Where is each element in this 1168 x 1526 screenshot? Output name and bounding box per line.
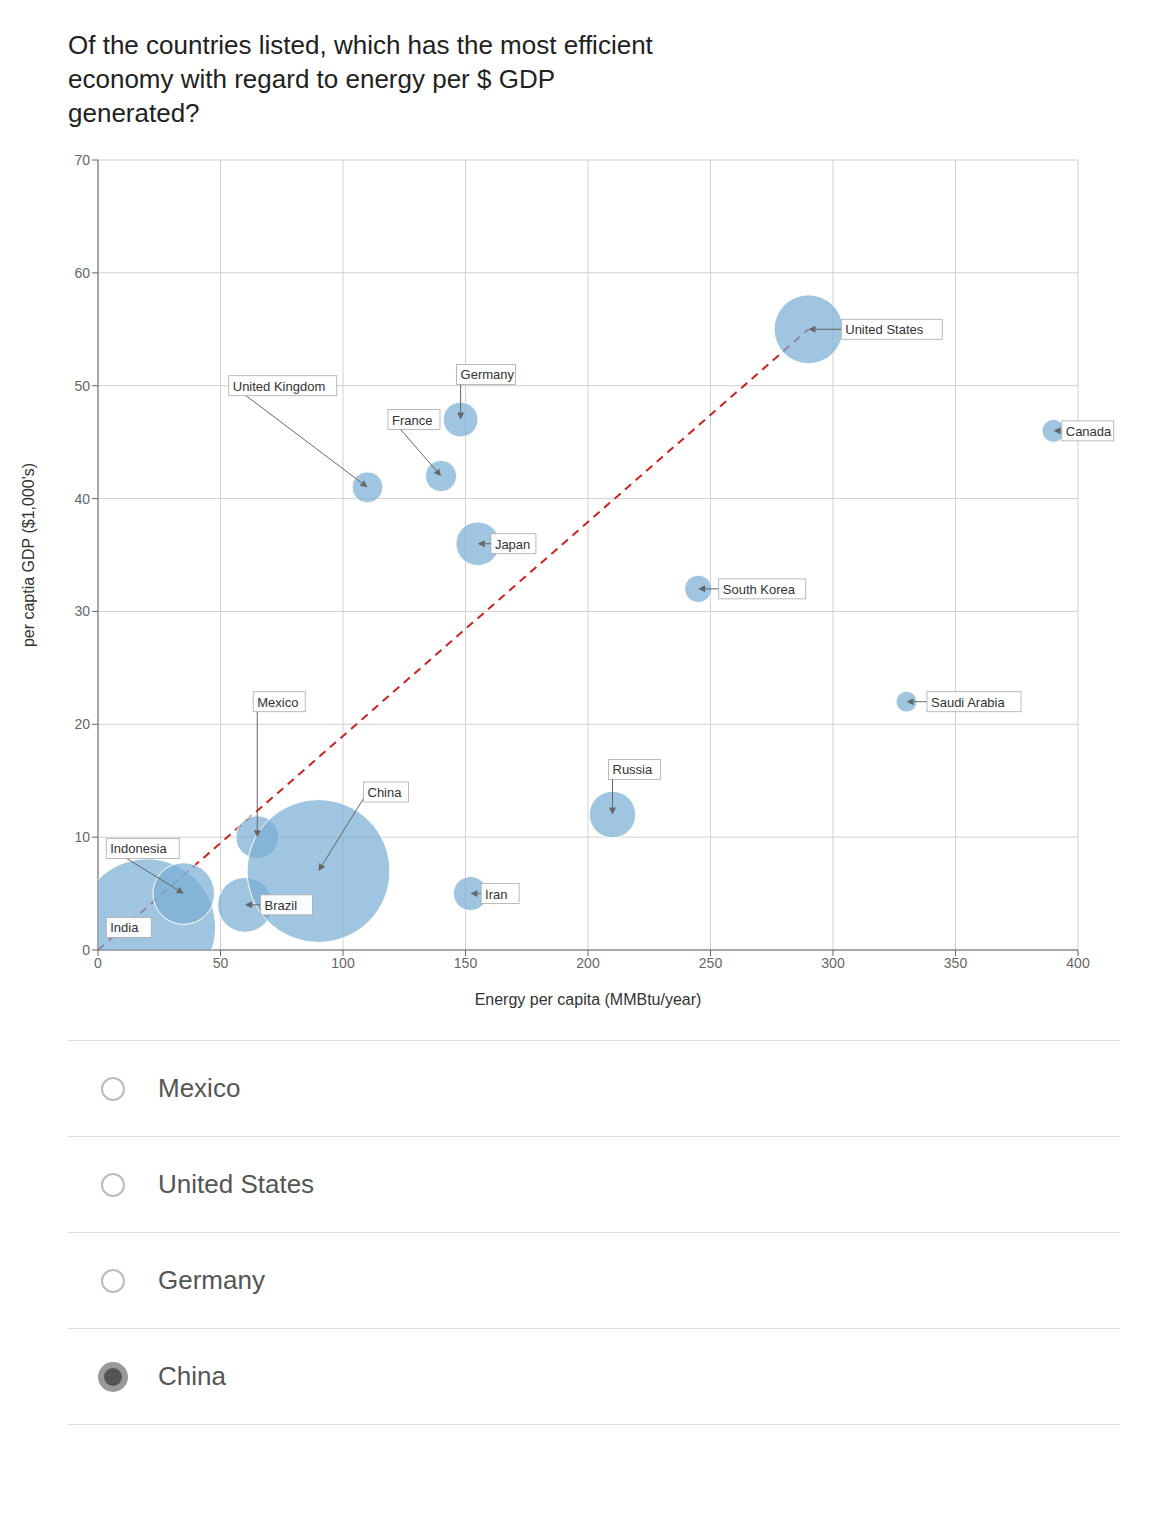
svg-text:10: 10 (74, 829, 90, 845)
svg-text:50: 50 (213, 955, 229, 971)
svg-text:Japan: Japan (495, 537, 530, 552)
html-text:Germany: Germany (158, 1265, 265, 1295)
svg-text:Mexico: Mexico (257, 695, 298, 710)
html-text:Mexico: Mexico (158, 1073, 241, 1103)
svg-text:Indonesia: Indonesia (110, 841, 167, 856)
html-text:United States: United States (158, 1169, 315, 1199)
svg-text:India: India (110, 920, 139, 935)
html-text:Of the countries listed, which: Of the countries listed, which has the m… (68, 30, 653, 60)
svg-text:China: China (368, 785, 403, 800)
svg-text:0: 0 (82, 942, 90, 958)
svg-text:350: 350 (944, 955, 968, 971)
svg-text:Saudi Arabia: Saudi Arabia (931, 695, 1005, 710)
svg-text:United States: United States (845, 322, 924, 337)
html-text:economy with regard to energy: economy with regard to energy per $ GDP (68, 64, 555, 94)
svg-text:200: 200 (576, 955, 600, 971)
svg-text:0: 0 (94, 955, 102, 971)
html-text:generated?: generated? (68, 98, 200, 128)
svg-text:Energy per capita (MMBtu/year): Energy per capita (MMBtu/year) (475, 991, 702, 1008)
svg-text:300: 300 (821, 955, 845, 971)
svg-text:per captia GDP ($1,000's): per captia GDP ($1,000's) (20, 463, 37, 647)
svg-text:Brazil: Brazil (265, 898, 298, 913)
svg-text:60: 60 (74, 265, 90, 281)
svg-text:400: 400 (1066, 955, 1090, 971)
svg-text:Russia: Russia (613, 762, 654, 777)
svg-text:20: 20 (74, 716, 90, 732)
svg-text:Iran: Iran (485, 887, 507, 902)
svg-text:70: 70 (74, 152, 90, 168)
svg-text:250: 250 (699, 955, 723, 971)
svg-text:50: 50 (74, 378, 90, 394)
html-text:China: China (158, 1361, 226, 1391)
svg-text:30: 30 (74, 603, 90, 619)
svg-text:40: 40 (74, 491, 90, 507)
svg-text:Germany: Germany (461, 367, 515, 382)
svg-text:United Kingdom: United Kingdom (233, 379, 326, 394)
svg-text:150: 150 (454, 955, 478, 971)
svg-text:France: France (392, 413, 432, 428)
svg-text:100: 100 (331, 955, 355, 971)
svg-text:Canada: Canada (1066, 424, 1112, 439)
svg-text:South Korea: South Korea (723, 582, 796, 597)
